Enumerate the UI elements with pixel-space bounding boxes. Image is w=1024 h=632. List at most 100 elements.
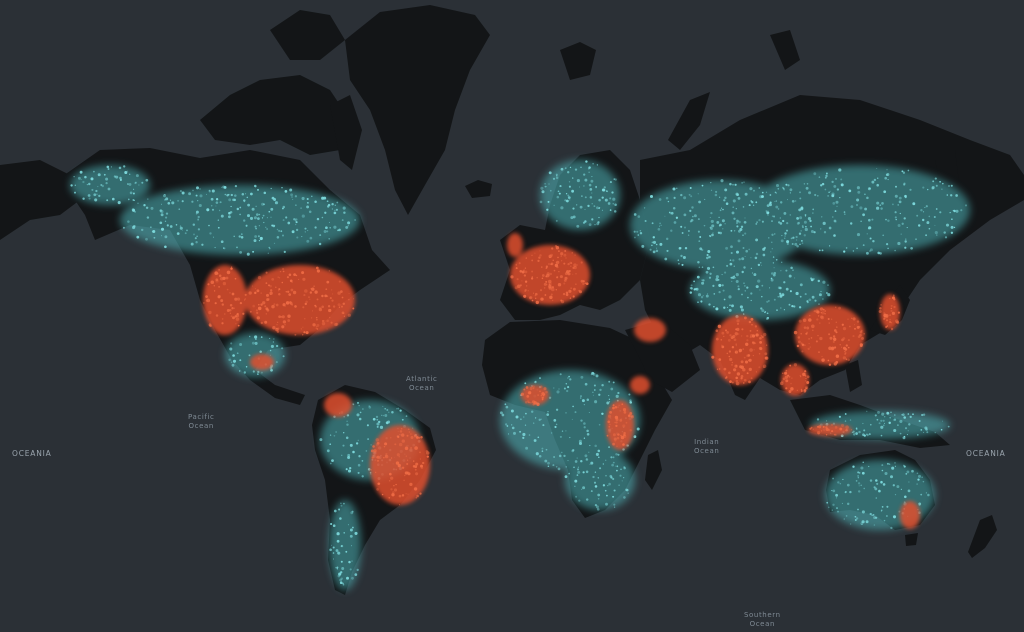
density-speck	[857, 508, 859, 511]
density-speck	[752, 341, 756, 345]
density-speck	[841, 323, 844, 326]
density-speck	[572, 266, 575, 270]
density-speck	[349, 568, 352, 571]
density-speck	[810, 426, 813, 429]
density-speck	[316, 325, 318, 327]
mideast-density	[634, 318, 666, 342]
density-speck	[771, 241, 773, 243]
density-speck	[748, 248, 751, 251]
density-speck	[798, 232, 802, 235]
density-speck	[907, 489, 911, 493]
density-speck	[701, 184, 704, 187]
density-speck	[726, 331, 729, 334]
density-speck	[371, 456, 374, 459]
density-speck	[129, 173, 131, 175]
density-speck	[612, 461, 615, 464]
density-speck	[533, 422, 535, 424]
density-speck	[755, 252, 759, 256]
density-speck	[878, 489, 881, 493]
density-speck	[310, 317, 313, 319]
density-speck	[321, 321, 326, 326]
density-speck	[91, 188, 94, 191]
density-speck	[520, 418, 522, 421]
density-speck	[575, 272, 577, 275]
density-speck	[270, 344, 274, 348]
density-speck	[890, 309, 893, 312]
density-speck	[348, 560, 351, 564]
density-speck	[852, 465, 855, 468]
density-speck	[611, 191, 614, 194]
density-speck	[290, 193, 293, 197]
density-speck	[826, 420, 828, 422]
density-speck	[758, 346, 762, 350]
density-speck	[184, 232, 187, 235]
density-speck	[561, 430, 564, 432]
density-speck	[221, 322, 224, 325]
density-speck	[849, 490, 852, 494]
density-speck	[422, 461, 425, 465]
density-speck	[207, 283, 210, 286]
density-speck	[354, 219, 356, 221]
density-speck	[594, 471, 597, 473]
density-speck	[729, 262, 733, 266]
density-speck	[577, 466, 579, 468]
density-speck	[292, 198, 294, 200]
density-speck	[232, 359, 237, 363]
density-speck	[896, 320, 900, 324]
density-speck	[844, 353, 846, 355]
density-speck	[721, 284, 724, 287]
density-speck	[579, 186, 581, 188]
density-speck	[353, 298, 355, 300]
density-speck	[803, 326, 807, 329]
density-speck	[803, 389, 807, 392]
density-speck	[606, 401, 610, 405]
density-speck	[127, 220, 130, 223]
density-speck	[710, 211, 713, 215]
density-speck	[593, 205, 596, 208]
density-speck	[612, 456, 615, 459]
density-speck	[576, 224, 580, 228]
density-speck	[230, 342, 233, 345]
density-speck	[331, 203, 334, 206]
density-speck	[580, 375, 584, 379]
density-speck	[223, 185, 227, 189]
density-speck	[857, 475, 859, 477]
density-speck	[230, 361, 233, 363]
density-speck	[747, 296, 749, 299]
density-speck	[788, 376, 790, 378]
density-speck	[729, 182, 732, 186]
tasmania-land	[905, 533, 918, 546]
density-speck	[818, 249, 821, 252]
density-speck	[768, 203, 771, 205]
density-speck	[226, 288, 229, 291]
density-speck	[390, 437, 392, 439]
density-speck	[813, 172, 817, 176]
density-speck	[798, 340, 801, 344]
density-speck	[859, 206, 863, 210]
density-speck	[519, 269, 523, 273]
density-speck	[612, 442, 615, 446]
density-speck	[588, 223, 592, 227]
density-speck	[746, 286, 749, 289]
density-speck	[215, 205, 217, 207]
density-speck	[617, 391, 620, 395]
density-speck	[781, 261, 783, 263]
arctic-islands-north	[270, 10, 345, 60]
density-speck	[107, 187, 111, 191]
density-speck	[721, 274, 723, 276]
density-speck	[710, 219, 714, 223]
density-speck	[935, 208, 938, 210]
density-speck	[886, 505, 889, 508]
density-speck	[309, 236, 313, 240]
density-speck	[284, 305, 286, 308]
density-speck	[276, 324, 278, 326]
density-speck	[546, 283, 548, 286]
density-speck	[780, 270, 782, 272]
density-speck	[871, 218, 874, 221]
density-speck	[289, 188, 293, 192]
density-speck	[534, 252, 536, 254]
density-speck	[776, 309, 778, 311]
density-speck	[375, 415, 379, 419]
density-speck	[613, 506, 616, 508]
